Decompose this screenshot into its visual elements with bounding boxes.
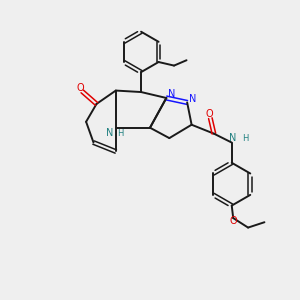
Text: N: N [189, 94, 196, 104]
Text: O: O [205, 109, 213, 119]
Text: O: O [77, 83, 85, 93]
Text: N: N [229, 133, 236, 143]
Text: O: O [230, 216, 237, 226]
Text: N: N [106, 128, 113, 138]
Text: N: N [168, 89, 176, 99]
Text: H: H [242, 134, 248, 142]
Text: H: H [117, 129, 124, 138]
